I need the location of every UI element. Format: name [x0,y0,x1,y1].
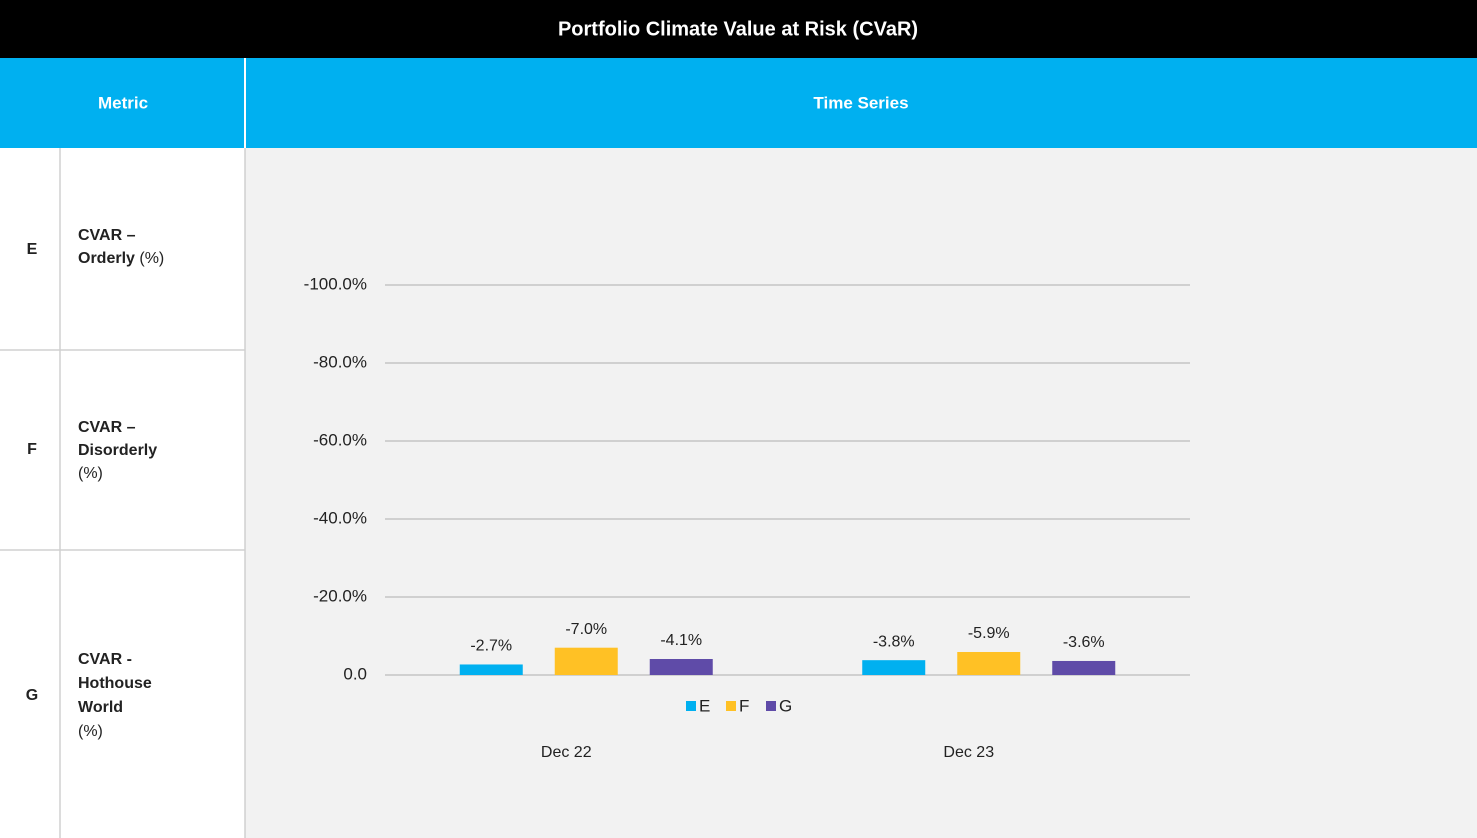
value-label: -7.0% [565,621,607,638]
row-name: CVAR – [78,419,136,436]
legend-swatch [726,701,736,711]
y-tick-label: -80.0% [313,352,367,371]
bar [957,651,1021,675]
row-name: Hothouse [78,675,152,692]
row-letter: F [27,441,37,458]
title-band [0,0,1477,58]
row-unit: (%) [78,465,103,482]
table-borders [0,148,246,838]
value-label: -2.7% [470,638,512,655]
legend-label: E [699,696,710,715]
value-label: -5.9% [968,625,1010,642]
legend-label: F [739,696,749,715]
row-letter: E [27,241,38,258]
column-header: Metric [98,93,148,112]
bar [459,664,523,675]
legend-swatch [686,701,696,711]
bar [649,659,713,675]
bar [554,647,618,675]
legend-swatch [766,701,776,711]
row-unit: (%) [78,723,103,740]
row-name: Orderly (%) [78,250,164,267]
value-label: -3.8% [873,633,915,650]
bar [1052,660,1116,675]
x-tick-label: Dec 22 [541,744,592,761]
column-header: Time Series [813,93,908,112]
y-tick-label: 0.0 [343,664,367,683]
y-tick-label: -20.0% [313,586,367,605]
y-tick-label: -40.0% [313,508,367,527]
header-band [0,58,1477,148]
chart-area [245,148,1477,838]
bar [862,660,926,675]
row-name: CVAR - [78,651,132,668]
row-name-part: Orderly [78,250,135,267]
y-tick-label: -100.0% [304,274,367,293]
row-unit: (%) [139,250,164,267]
row-name: World [78,699,123,716]
row-name: CVAR – [78,227,136,244]
title: Portfolio Climate Value at Risk (CVaR) [558,18,918,40]
legend-label: G [779,696,792,715]
value-label: -3.6% [1063,634,1105,651]
y-tick-label: -60.0% [313,430,367,449]
x-tick-label: Dec 23 [943,744,994,761]
row-letter: G [26,687,38,704]
value-label: -4.1% [660,632,702,649]
row-name: Disorderly [78,442,157,459]
